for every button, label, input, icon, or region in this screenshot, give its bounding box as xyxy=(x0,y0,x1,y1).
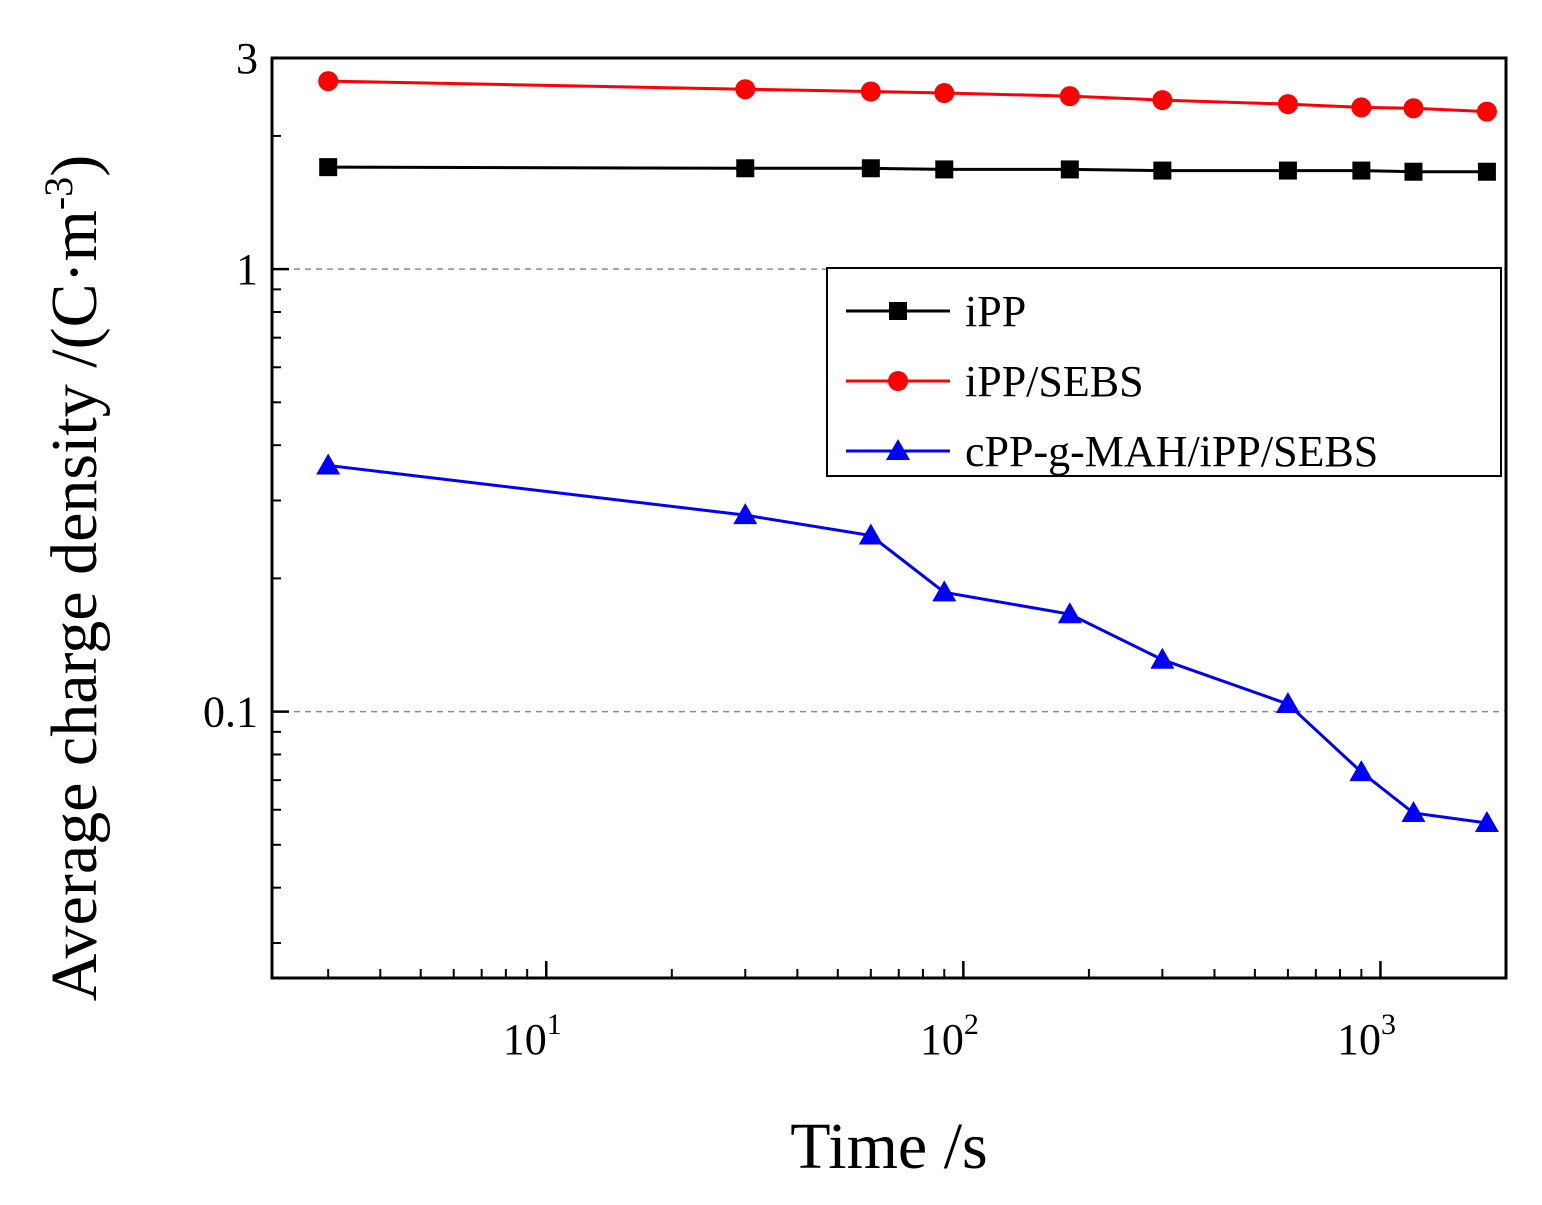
data-point xyxy=(934,83,955,104)
data-point xyxy=(318,71,339,92)
data-point xyxy=(860,81,881,102)
x-tick-label-exponent: 1 xyxy=(547,1008,562,1041)
data-point xyxy=(316,453,341,475)
x-tick-label: 101 xyxy=(503,1008,562,1064)
legend-swatch-marker xyxy=(889,302,907,320)
data-point xyxy=(932,580,957,602)
series-line xyxy=(328,463,1488,825)
x-tick-label: 103 xyxy=(1337,1008,1396,1064)
data-point xyxy=(1278,161,1297,180)
legend-label: cPP-g-MAH/iPP/SEBS xyxy=(965,427,1378,476)
data-point xyxy=(1401,800,1426,822)
data-point xyxy=(935,160,954,179)
y-tick-label: 0.1 xyxy=(203,688,258,737)
legend: iPP iPP/SEBS cPP-g-MAH/iPP/SEBS xyxy=(826,267,1502,477)
data-point xyxy=(1153,161,1172,180)
data-point xyxy=(1403,98,1424,119)
legend-swatch-marker xyxy=(886,439,910,460)
series-line xyxy=(328,165,1487,174)
data-point xyxy=(1477,162,1496,181)
x-tick-label-exponent: 2 xyxy=(964,1008,979,1041)
plot-frame xyxy=(270,56,1508,980)
series-2 xyxy=(316,453,1499,833)
y-tick-label: 1 xyxy=(236,245,258,294)
data-point xyxy=(1277,94,1298,115)
legend-label: iPP xyxy=(965,287,1026,336)
data-point xyxy=(1476,101,1497,122)
data-point xyxy=(861,159,880,178)
data-point xyxy=(733,503,758,525)
series-layer xyxy=(316,71,1499,833)
data-point xyxy=(1474,811,1499,833)
x-tick-label-base: 10 xyxy=(920,1015,964,1064)
data-point xyxy=(1352,161,1371,180)
data-point xyxy=(1275,692,1300,714)
data-point xyxy=(735,79,756,100)
data-point xyxy=(1060,160,1079,179)
y-axis-title-main: Average charge density /(C·m xyxy=(38,210,111,1001)
data-point xyxy=(1152,90,1173,111)
legend-items: iPP iPP/SEBS cPP-g-MAH/iPP/SEBS xyxy=(846,287,1378,476)
legend-box xyxy=(826,267,1502,477)
y-axis-title: Average charge density /(C·m-3) xyxy=(36,155,111,1001)
y-axis-title-sup: -3 xyxy=(36,177,81,210)
y-axis-title-end: ) xyxy=(38,155,111,177)
data-point xyxy=(1404,162,1423,181)
data-point xyxy=(858,523,883,545)
legend-swatch-marker xyxy=(888,371,908,391)
series-1 xyxy=(318,71,1497,122)
x-tick-label: 102 xyxy=(920,1008,979,1064)
y-tick-label: 3 xyxy=(236,34,258,83)
x-tick-label-base: 10 xyxy=(503,1015,547,1064)
series-line xyxy=(328,79,1487,114)
x-tick-label-exponent: 3 xyxy=(1381,1008,1396,1041)
data-point xyxy=(1351,97,1372,118)
data-point xyxy=(1150,647,1175,669)
x-tick-label-base: 10 xyxy=(1337,1015,1381,1064)
x-axis-title: Time /s xyxy=(790,1110,987,1183)
data-point xyxy=(1349,760,1374,782)
data-point xyxy=(736,159,755,178)
data-point xyxy=(1059,86,1080,107)
data-point xyxy=(1057,602,1082,624)
legend-label: iPP/SEBS xyxy=(965,357,1144,406)
data-point xyxy=(319,158,338,177)
series-0 xyxy=(319,158,1496,181)
